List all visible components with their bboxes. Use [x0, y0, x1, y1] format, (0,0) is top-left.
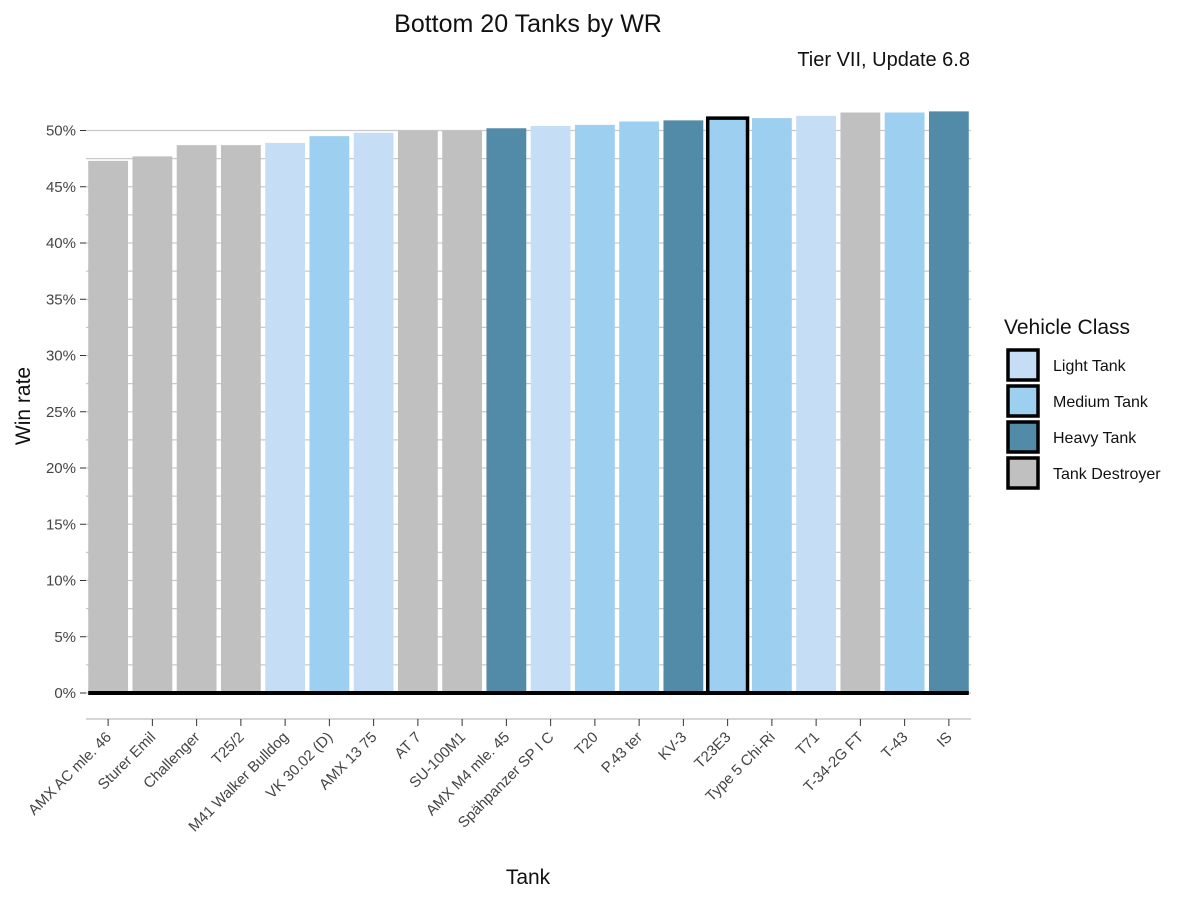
legend-title: Vehicle Class: [1004, 316, 1130, 339]
x-axis-title: Tank: [506, 866, 551, 889]
bar-kv-3: [663, 120, 704, 693]
x-tick-label: P.43 ter: [598, 729, 646, 777]
legend-label: Light Tank: [1053, 358, 1127, 375]
x-tick-label: IS: [934, 729, 956, 751]
x-tick-label: T-43: [878, 729, 911, 762]
bar-challenger: [176, 145, 217, 693]
y-axis-ticks: 0% 5% 10% 15% 20% 25% 30% 35% 40% 45% 50%: [46, 123, 86, 702]
y-tick-label: 15%: [46, 516, 76, 533]
chart-title: Bottom 20 Tanks by WR: [394, 10, 662, 38]
bar-sp-hpanzer-sp-i-c: [530, 126, 571, 693]
y-tick-label: 5%: [54, 629, 76, 646]
bar-t-34-2g-ft: [840, 112, 881, 693]
bar-is: [928, 111, 969, 693]
x-tick-label: KV-3: [655, 729, 690, 764]
bar-amx-13-75: [353, 132, 394, 693]
bar-amx-ac-mle-46: [88, 160, 129, 693]
y-axis-title: Win rate: [12, 367, 35, 445]
y-tick-label: 40%: [46, 235, 76, 252]
x-tick-label: T71: [793, 729, 823, 759]
x-tick-label: AT 7: [391, 729, 424, 762]
gridlines: [86, 129, 971, 694]
bar-t20: [574, 124, 615, 693]
legend-swatch: [1006, 420, 1040, 454]
bar-p-43-ter: [619, 121, 660, 693]
bar-t71: [796, 115, 837, 693]
y-tick-label: 50%: [46, 123, 76, 140]
y-tick-label: 20%: [46, 460, 76, 477]
x-tick-label: T25/2: [209, 729, 248, 768]
bar-su-100m1: [442, 130, 483, 693]
legend-label: Medium Tank: [1053, 394, 1149, 411]
x-tick-label: T23E3: [691, 729, 734, 772]
legend-swatch: [1006, 384, 1040, 418]
legend-swatch: [1006, 456, 1040, 490]
bar-t25-2: [220, 145, 261, 693]
y-tick-label: 35%: [46, 291, 76, 308]
bar-at-7: [397, 130, 438, 693]
y-tick-label: 45%: [46, 179, 76, 196]
legend-label: Heavy Tank: [1053, 430, 1137, 447]
bars: [88, 111, 969, 695]
bar-amx-m4-mle-45: [486, 128, 527, 693]
x-tick-label: T20: [571, 729, 601, 759]
legend: Vehicle Class Light Tank Medium Tank Heavy…: [1004, 316, 1161, 490]
y-tick-label: 0%: [54, 685, 76, 702]
y-tick-label: 25%: [46, 404, 76, 421]
bar-t23e3: [705, 116, 750, 695]
bar-m41-walker-bulldog: [265, 142, 306, 693]
bar-vk-30-02-d-: [309, 136, 350, 693]
bar-type-5-chi-ri: [751, 118, 792, 693]
legend-swatch: [1006, 348, 1040, 382]
bar-sturer-emil: [132, 156, 173, 693]
legend-label: Tank Destroyer: [1053, 466, 1161, 483]
y-tick-label: 30%: [46, 348, 76, 365]
bar-t-43: [884, 112, 925, 693]
chart-subtitle: Tier VII, Update 6.8: [797, 49, 970, 71]
y-tick-label: 10%: [46, 573, 76, 590]
